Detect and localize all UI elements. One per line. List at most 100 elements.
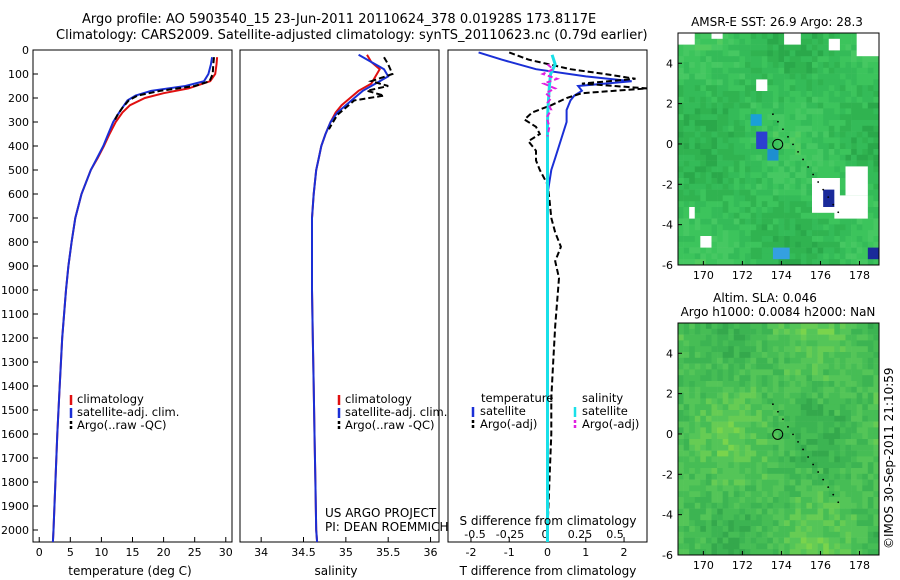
map-cell <box>812 479 818 486</box>
map-cell <box>756 172 763 179</box>
map-cell <box>823 33 830 40</box>
map-cell <box>689 375 696 382</box>
map-cell <box>828 96 835 103</box>
map-cell <box>733 137 740 144</box>
map-cell <box>823 224 830 231</box>
map-cell <box>700 166 707 173</box>
map-cell <box>756 149 763 156</box>
map-cell <box>828 346 835 353</box>
map-cell <box>745 149 751 156</box>
map-cell <box>839 520 846 527</box>
map-cell <box>806 85 813 92</box>
map-cell <box>873 473 880 480</box>
map-cell <box>862 346 869 353</box>
map-cell <box>851 508 857 515</box>
map-cell <box>795 236 802 243</box>
map-cell <box>739 44 746 51</box>
map-cell <box>772 502 779 509</box>
map-cell <box>711 114 718 121</box>
map-cell <box>678 386 684 393</box>
map-cell <box>745 137 751 144</box>
map-cell <box>705 375 712 382</box>
map-cell <box>834 50 841 57</box>
map-cell <box>711 247 718 254</box>
map-cell <box>778 433 785 440</box>
map-cell <box>761 178 768 185</box>
map-cell <box>851 456 857 463</box>
map-cell <box>722 33 729 40</box>
map-cell <box>694 334 701 341</box>
map-cell <box>817 369 824 376</box>
map-cell <box>728 91 735 98</box>
map-cell <box>817 143 824 150</box>
map-cell <box>683 85 690 92</box>
map-cell <box>812 131 818 138</box>
map-cell <box>828 241 835 248</box>
map-cell <box>784 479 790 486</box>
map-cell <box>812 543 818 550</box>
map-cell <box>800 421 807 428</box>
map-cell <box>867 386 874 393</box>
map-cell <box>711 398 718 405</box>
map-cell <box>717 485 723 492</box>
map-cell <box>761 386 768 393</box>
map-cell <box>705 166 712 173</box>
map-cell <box>689 352 696 359</box>
map-cell <box>834 427 841 434</box>
map-cell <box>689 328 696 335</box>
map-cell <box>784 67 790 74</box>
map-cell <box>772 415 779 422</box>
map-cell <box>812 73 818 80</box>
map-cell <box>784 392 790 399</box>
map-cell <box>739 91 746 98</box>
map-cell <box>694 491 701 498</box>
map-cell <box>839 410 846 417</box>
depth-tick-label: 1300 <box>1 356 29 369</box>
map-cell <box>778 392 785 399</box>
map-cell <box>700 421 707 428</box>
map-cell <box>856 96 863 103</box>
map-cell <box>678 56 684 63</box>
map-cell <box>817 79 824 86</box>
map-cell <box>839 549 846 556</box>
map-cell <box>689 386 696 393</box>
map-cell <box>862 236 869 243</box>
map-cell <box>851 386 857 393</box>
map-cell <box>678 96 684 103</box>
map-cell <box>739 363 746 370</box>
map-cell <box>694 357 701 364</box>
map-cell <box>812 44 818 51</box>
map-cell <box>750 230 757 237</box>
map-cell <box>689 160 696 167</box>
map-cell <box>700 497 707 504</box>
map-cell <box>733 543 740 550</box>
map-cell <box>750 137 757 144</box>
map-cell <box>767 33 774 40</box>
map-cell <box>761 450 768 457</box>
map-cell <box>845 340 852 347</box>
x-tick-label: 2 <box>621 546 628 559</box>
map-cell <box>823 334 830 341</box>
map-cell <box>772 433 779 440</box>
map-cell <box>839 415 846 422</box>
map-cell <box>856 450 863 457</box>
map-cell <box>772 131 779 138</box>
map-cell <box>778 56 785 63</box>
map-cell <box>778 410 785 417</box>
map-cell <box>851 38 857 45</box>
map-cell <box>728 38 735 45</box>
map-cell <box>700 224 707 231</box>
map-cell <box>700 357 707 364</box>
map-cell <box>800 195 807 202</box>
map-cell <box>806 56 813 63</box>
map-cell <box>789 259 796 266</box>
map-cell <box>862 328 869 335</box>
map-cell <box>728 166 735 173</box>
map-cell <box>789 166 796 173</box>
map-cell <box>694 195 701 202</box>
map-cell <box>750 67 757 74</box>
map-cell <box>856 236 863 243</box>
map-cell <box>761 236 768 243</box>
map-cell <box>845 149 852 156</box>
